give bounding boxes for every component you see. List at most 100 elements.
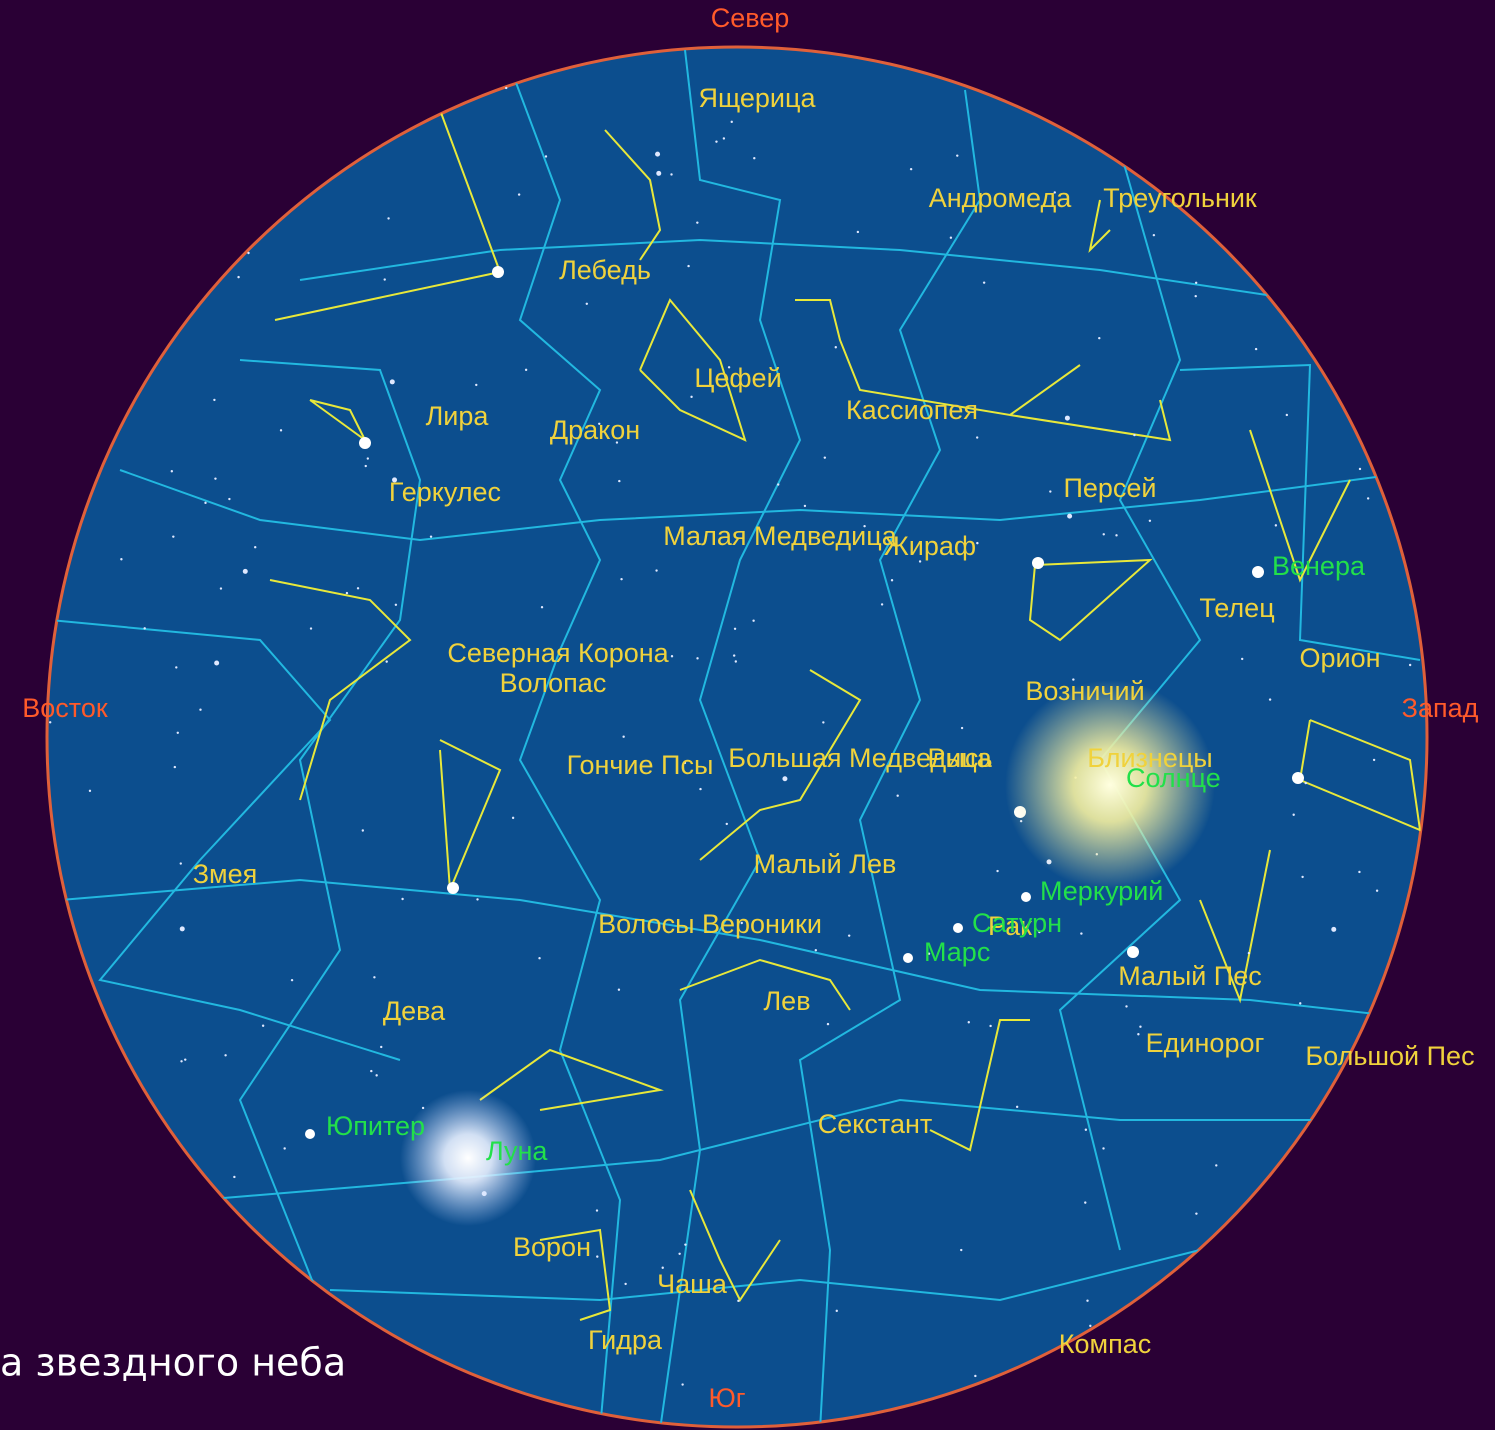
star (983, 281, 985, 283)
star (1406, 414, 1408, 416)
star (777, 483, 779, 485)
planet-dot (305, 1129, 315, 1139)
constellation-label: Волопас (500, 668, 607, 698)
star (1422, 1220, 1424, 1222)
star (163, 143, 165, 145)
planet-label: Солнце (1126, 763, 1221, 793)
star (180, 862, 182, 864)
star (655, 569, 657, 571)
star (989, 1025, 991, 1027)
star (1102, 1147, 1104, 1149)
star (1149, 520, 1151, 522)
constellation-label: Рысь (928, 743, 993, 773)
star (1208, 1365, 1210, 1367)
star (655, 152, 660, 157)
star (586, 303, 588, 305)
star (1415, 925, 1417, 927)
star (159, 1327, 161, 1329)
bright-star (1127, 946, 1139, 958)
star (224, 1054, 226, 1056)
star (1086, 1299, 1088, 1301)
star (827, 1023, 829, 1025)
constellation-label: Кассиопея (846, 395, 978, 425)
star (247, 252, 249, 254)
star (857, 231, 859, 233)
star (172, 535, 174, 537)
constellation-label: Малый Пес (1118, 961, 1261, 991)
constellation-label: Жираф (884, 531, 976, 561)
star (60, 1092, 62, 1094)
star (968, 1021, 970, 1023)
constellation-label: Персей (1063, 473, 1156, 503)
star (1416, 958, 1418, 960)
star (671, 655, 673, 657)
star (996, 870, 998, 872)
star (1133, 434, 1135, 436)
star (1385, 1282, 1387, 1284)
star (220, 587, 222, 589)
star (1137, 1033, 1139, 1035)
star (1089, 1325, 1091, 1327)
star (1195, 295, 1197, 297)
star (380, 1046, 382, 1048)
star (293, 146, 295, 148)
constellation-label: Телец (1199, 593, 1274, 623)
star (1115, 534, 1117, 536)
star (184, 1058, 186, 1060)
star (1269, 698, 1271, 700)
star (1367, 497, 1369, 499)
constellation-label: Возничий (1025, 676, 1144, 706)
constellation-label: Лев (763, 986, 810, 1016)
star (896, 794, 898, 796)
star (1286, 414, 1288, 416)
star (162, 78, 164, 80)
constellation-label: Гидра (588, 1325, 663, 1355)
star (891, 579, 893, 581)
star (681, 1383, 683, 1385)
bright-star (359, 437, 371, 449)
star (385, 660, 387, 662)
star (804, 505, 806, 507)
star (157, 1262, 159, 1264)
star (204, 502, 206, 504)
star (696, 657, 698, 659)
bright-star (1032, 557, 1044, 569)
planet-dot (903, 953, 913, 963)
star (512, 817, 514, 819)
star (233, 1176, 235, 1178)
star (622, 736, 624, 738)
star (1319, 280, 1321, 282)
star (733, 654, 735, 656)
bright-star (447, 882, 459, 894)
star (1065, 416, 1070, 421)
star (1359, 468, 1361, 470)
star (1373, 759, 1375, 761)
star (243, 569, 248, 574)
constellation-label: Дракон (550, 415, 640, 445)
constellation-label: Андромеда (929, 183, 1072, 213)
star (715, 140, 717, 142)
star (214, 477, 216, 479)
star (656, 171, 661, 176)
star (696, 221, 698, 223)
planet-dot (1021, 892, 1031, 902)
star (1381, 1150, 1386, 1155)
star (54, 1399, 56, 1401)
star (1273, 1357, 1275, 1359)
star (836, 1310, 838, 1312)
star (180, 926, 185, 931)
star (545, 155, 547, 157)
star (214, 661, 219, 666)
constellation-label: Дева (383, 996, 446, 1026)
constellation-label: Малый Лев (754, 849, 897, 879)
direction-label: Запад (1402, 693, 1479, 723)
star (199, 708, 201, 710)
star (1125, 1005, 1127, 1007)
star (228, 498, 230, 500)
star (976, 542, 978, 544)
star (52, 361, 57, 366)
star (54, 904, 56, 906)
star (384, 278, 386, 280)
star (395, 604, 397, 606)
star (1094, 141, 1096, 143)
